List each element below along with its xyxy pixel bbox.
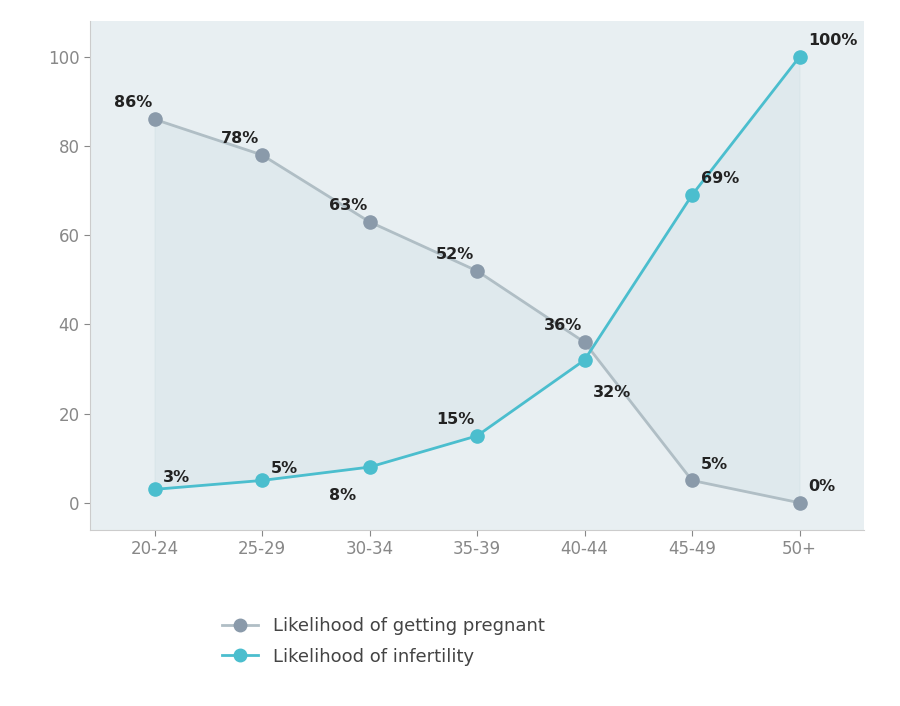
Point	[148, 114, 162, 125]
Point	[255, 475, 269, 486]
Point	[363, 462, 377, 473]
Point	[363, 216, 377, 227]
Point	[577, 354, 591, 366]
Point	[148, 484, 162, 495]
Text: 5%: 5%	[700, 457, 728, 472]
Legend: Likelihood of getting pregnant, Likelihood of infertility: Likelihood of getting pregnant, Likeliho…	[215, 610, 552, 673]
Point	[470, 430, 484, 441]
Point	[685, 189, 699, 201]
Text: 69%: 69%	[700, 171, 739, 186]
Text: 5%: 5%	[271, 461, 298, 476]
Text: 15%: 15%	[436, 412, 474, 427]
Point	[792, 497, 806, 508]
Point	[470, 265, 484, 277]
Point	[685, 475, 699, 486]
Text: 86%: 86%	[113, 95, 152, 110]
Text: 8%: 8%	[328, 488, 356, 503]
Point	[577, 337, 591, 348]
Text: 32%: 32%	[593, 385, 632, 400]
Point	[792, 52, 806, 63]
Text: 78%: 78%	[221, 131, 259, 146]
Point	[255, 149, 269, 160]
Text: 36%: 36%	[544, 318, 582, 333]
Text: 52%: 52%	[436, 247, 474, 262]
Text: 100%: 100%	[808, 33, 858, 48]
Text: 0%: 0%	[808, 479, 835, 493]
Text: 63%: 63%	[328, 198, 367, 213]
Text: 3%: 3%	[163, 470, 190, 485]
